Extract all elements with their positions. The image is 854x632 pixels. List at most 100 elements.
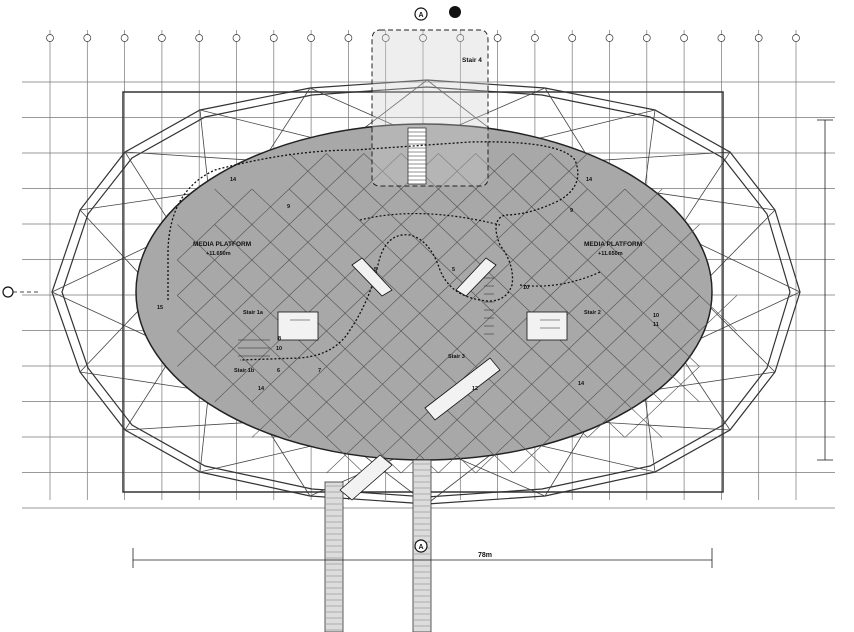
deck-brace — [326, 366, 365, 403]
truss-member — [124, 151, 263, 162]
grid-bubble — [269, 34, 278, 42]
deck-brace — [400, 366, 439, 403]
deck-brace — [661, 259, 700, 296]
label-stair-3: Stair 3 — [448, 354, 465, 360]
label-stair-1b: Stair 1b — [234, 368, 255, 374]
label-stair-4: Stair 4 — [462, 57, 482, 64]
deck-brace — [400, 295, 439, 332]
deck-brace — [512, 153, 551, 190]
deck-brace — [251, 224, 290, 261]
grid-bubble — [232, 34, 241, 42]
deck-brace — [363, 330, 402, 367]
deck-brace — [326, 188, 365, 225]
deck-brace — [512, 259, 551, 296]
svg-text:15: 15 — [157, 305, 163, 311]
deck-brace — [661, 224, 700, 261]
deck-brace — [438, 295, 476, 332]
deck-brace — [624, 330, 663, 367]
deck-diagonals — [177, 153, 738, 474]
deck-brace — [438, 401, 476, 438]
svg-text:A: A — [418, 12, 423, 19]
deck-brace — [363, 153, 402, 190]
truss-member — [644, 190, 776, 211]
truss-member — [124, 421, 263, 431]
deck-brace — [624, 188, 663, 225]
deck-brace — [587, 295, 626, 332]
deck-brace — [177, 330, 215, 367]
deck-brace — [251, 401, 290, 438]
deck-brace — [214, 330, 253, 367]
grid-bubble — [531, 34, 539, 42]
truss-member — [79, 190, 209, 211]
deck-brace — [251, 259, 290, 296]
deck-brace — [550, 188, 588, 225]
deck-brace — [624, 224, 663, 261]
deck-brace — [512, 437, 551, 474]
svg-text:12: 12 — [472, 386, 478, 392]
stair-4-enclosure — [371, 29, 489, 187]
section-marker-top: A — [414, 6, 461, 21]
deck-brace — [363, 224, 402, 261]
grid-bubble — [83, 34, 92, 42]
svg-text:8: 8 — [278, 336, 281, 342]
deck-brace — [288, 259, 327, 296]
grid-bubble — [493, 34, 502, 42]
deck-brace — [438, 437, 476, 474]
deck-brace — [288, 224, 327, 261]
deck-brace — [363, 295, 402, 332]
svg-text:14: 14 — [258, 386, 265, 392]
truss-member — [590, 151, 731, 162]
deck-brace — [475, 259, 514, 296]
deck-brace — [624, 295, 663, 332]
deck-brace — [363, 366, 402, 403]
deck-brace — [288, 330, 327, 367]
deck-brace — [624, 366, 663, 403]
deck-brace — [550, 330, 588, 367]
stair-4-steps — [408, 131, 426, 181]
deck-brace — [177, 295, 215, 332]
deck-brace — [475, 188, 514, 225]
grid-bubble — [419, 34, 427, 42]
label-media-platform-left-level: +11.650m — [206, 251, 231, 257]
deck-brace — [699, 295, 738, 332]
grid-bubble — [792, 34, 800, 42]
deck-brace — [400, 437, 439, 474]
truss-member — [643, 391, 656, 473]
deck-brace — [400, 259, 439, 296]
deck-brace — [512, 188, 551, 225]
deck-brace — [475, 224, 514, 261]
deck-brace — [475, 330, 514, 367]
truss-member — [590, 421, 731, 431]
truss-member — [262, 87, 311, 162]
deck-brace — [288, 153, 327, 190]
svg-text:10: 10 — [523, 285, 529, 291]
deck-brace — [251, 366, 290, 403]
deck-brace — [438, 224, 476, 261]
grid-bubble — [754, 34, 763, 42]
deck-brace — [177, 224, 215, 261]
deck-brace — [587, 330, 626, 367]
deck-brace — [363, 401, 402, 438]
section-marker-bottom: A — [414, 539, 428, 553]
deck-brace — [475, 366, 514, 403]
deck-brace — [550, 153, 588, 190]
deck-brace — [363, 259, 402, 296]
svg-text:7: 7 — [318, 368, 321, 374]
grid-bubble — [568, 34, 577, 42]
grid-bubble — [158, 34, 166, 42]
truss-member — [544, 87, 591, 162]
stair-steps-detail — [238, 277, 560, 357]
deck-brace — [587, 259, 626, 296]
label-stair-2: Stair 2 — [584, 310, 601, 316]
deck-brace — [550, 259, 588, 296]
label-dimension-width: 78m — [478, 552, 492, 559]
truss-member — [199, 109, 210, 192]
deck-brace — [214, 259, 253, 296]
label-media-platform-right-level: +11.650m — [598, 251, 623, 257]
deck-brace — [624, 401, 663, 438]
deck-brace — [288, 366, 327, 403]
svg-text:10: 10 — [653, 313, 659, 319]
grid-bubble — [456, 34, 465, 42]
stair-openings — [277, 257, 568, 501]
